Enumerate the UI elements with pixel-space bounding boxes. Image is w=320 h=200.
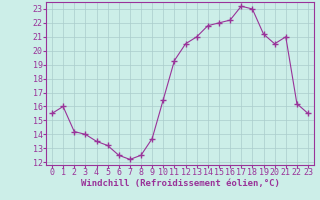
X-axis label: Windchill (Refroidissement éolien,°C): Windchill (Refroidissement éolien,°C)	[81, 179, 279, 188]
